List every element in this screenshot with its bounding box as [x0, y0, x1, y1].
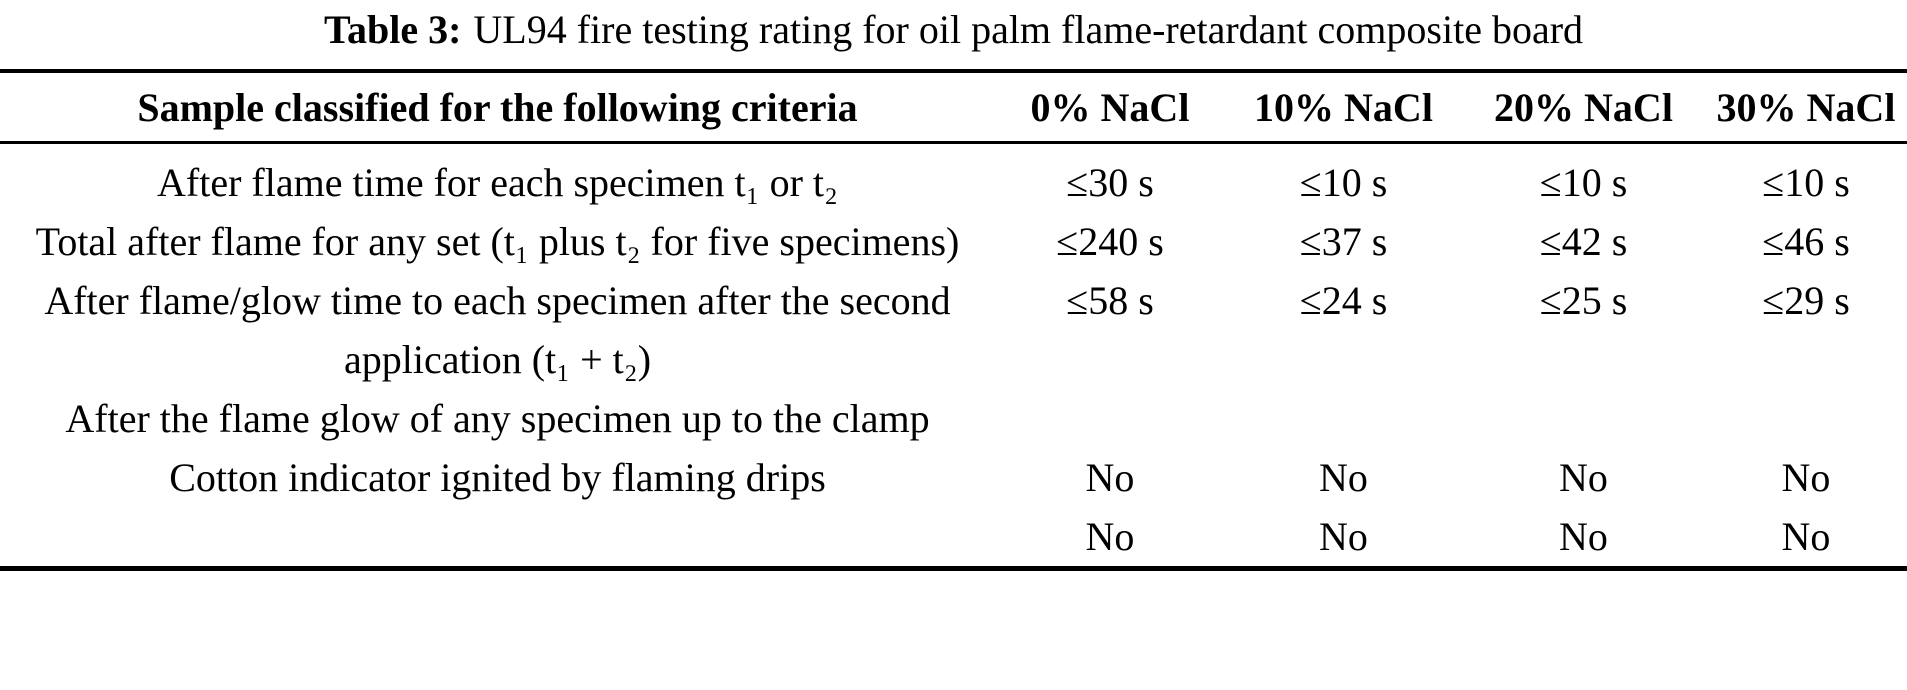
- value-cell: ≤10 s: [1762, 160, 1850, 205]
- criteria-cell: After flame time for each specimen t₁ or…: [157, 160, 838, 205]
- criteria-cell: [0, 507, 995, 569]
- value-cell: ≤37 s: [1299, 219, 1388, 264]
- value-cell: [995, 389, 1225, 448]
- value-cell: ≤29 s: [1762, 278, 1850, 323]
- table-caption-text: UL94 fire testing rating for oil palm fl…: [473, 7, 1584, 52]
- criteria-cell: Cotton indicator ignited by flaming drip…: [169, 455, 826, 500]
- value-cell: No: [1781, 455, 1831, 500]
- value-cell: ≤30 s: [1066, 160, 1154, 205]
- table-caption: Table 3: UL94 fire testing rating for oil…: [0, 0, 1907, 69]
- value-cell: No: [1559, 455, 1608, 500]
- value-cell: No: [1319, 455, 1368, 500]
- value-cell: ≤240 s: [1056, 219, 1164, 264]
- value-cell: No: [1085, 455, 1135, 500]
- column-header-criteria: Sample classified for the following crit…: [0, 71, 995, 144]
- table-row: After the flame glow of any specimen up …: [0, 389, 1907, 448]
- value-cell: No: [1085, 514, 1135, 559]
- table-row: No No No No: [0, 507, 1907, 569]
- column-header-20pct-nacl: 20% NaCl: [1462, 71, 1705, 144]
- column-header-10pct-nacl: 10% NaCl: [1225, 71, 1462, 144]
- table-row: Total after flame for any set (t₁ plus t…: [0, 212, 1907, 271]
- value-cell: ≤10 s: [1539, 160, 1628, 205]
- value-cell: ≤42 s: [1539, 219, 1628, 264]
- table-row: After flame/glow time to each specimen a…: [0, 271, 1907, 389]
- criteria-cell: Total after flame for any set (t₁ plus t…: [35, 219, 960, 264]
- value-cell: ≤10 s: [1299, 160, 1388, 205]
- table-row: After flame time for each specimen t₁ or…: [0, 143, 1907, 213]
- value-cell: [1462, 389, 1705, 448]
- criteria-cell: After the flame glow of any specimen up …: [65, 396, 930, 441]
- table-row: Cotton indicator ignited by flaming drip…: [0, 448, 1907, 507]
- value-cell: ≤46 s: [1762, 219, 1850, 264]
- table-header-row: Sample classified for the following crit…: [0, 71, 1907, 144]
- value-cell: [1705, 389, 1907, 448]
- value-cell: ≤24 s: [1299, 278, 1388, 323]
- value-cell: ≤58 s: [1066, 278, 1154, 323]
- value-cell: No: [1781, 514, 1831, 559]
- value-cell: No: [1319, 514, 1368, 559]
- table-caption-label: Table 3:: [323, 7, 462, 52]
- column-header-30pct-nacl: 30% NaCl: [1705, 71, 1907, 144]
- column-header-0pct-nacl: 0% NaCl: [995, 71, 1225, 144]
- value-cell: ≤25 s: [1539, 278, 1628, 323]
- value-cell: No: [1559, 514, 1608, 559]
- criteria-cell: After flame/glow time to each specimen a…: [44, 278, 951, 382]
- ul94-rating-table: Sample classified for the following crit…: [0, 69, 1907, 571]
- value-cell: [1225, 389, 1462, 448]
